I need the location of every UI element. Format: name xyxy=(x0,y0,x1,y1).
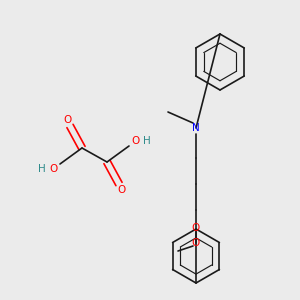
Text: N: N xyxy=(192,123,200,133)
Text: O: O xyxy=(63,115,71,125)
Text: H: H xyxy=(143,136,151,146)
Text: O: O xyxy=(50,164,58,174)
Text: O: O xyxy=(192,223,200,233)
Text: O: O xyxy=(118,185,126,195)
Text: O: O xyxy=(192,238,200,248)
Text: O: O xyxy=(131,136,139,146)
Text: H: H xyxy=(38,164,46,174)
